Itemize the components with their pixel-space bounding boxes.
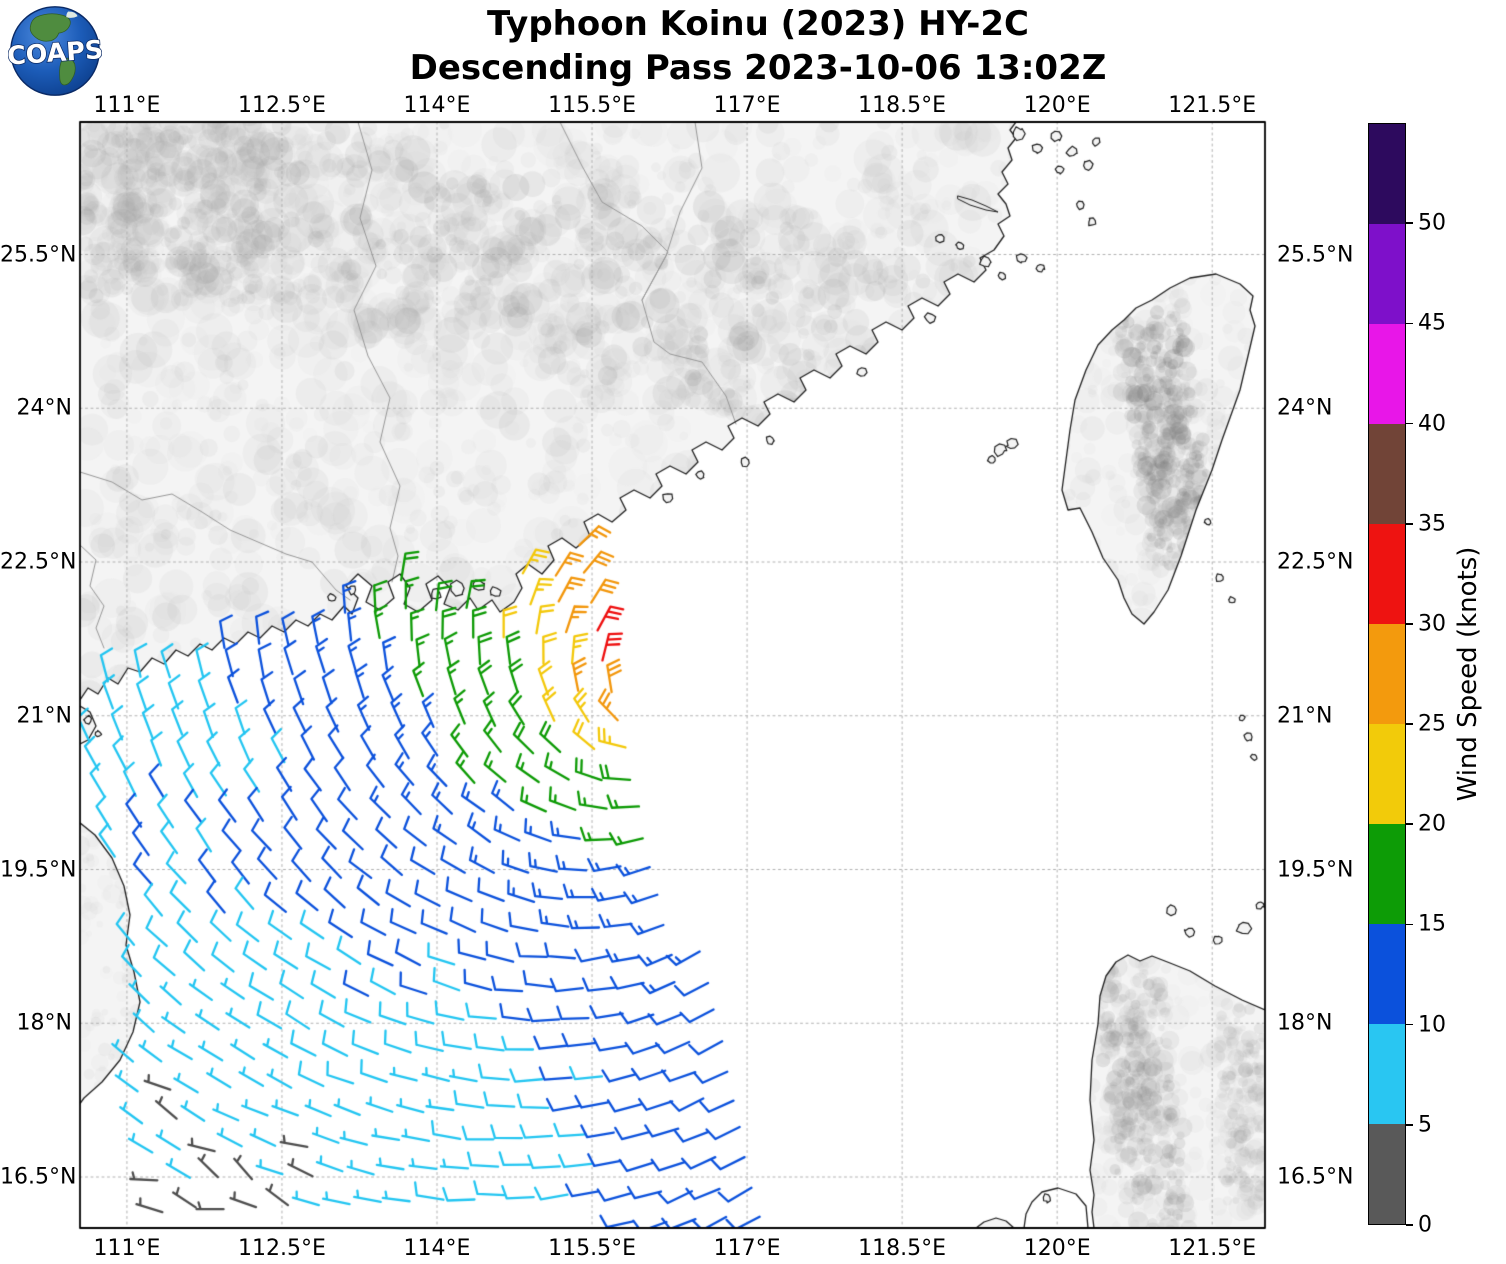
continent-north-america — [29, 13, 71, 42]
colorbar-segment — [1369, 224, 1405, 324]
page-subtitle: Descending Pass 2023-10-06 13:02Z — [409, 48, 1107, 88]
lon-tick-bottom: 120°E — [1023, 1236, 1091, 1261]
continent-greenland — [66, 11, 78, 18]
colorbar-tick — [1406, 322, 1413, 325]
lat-tick-left: 22.5°N — [0, 549, 77, 575]
colorbar-segment — [1369, 824, 1405, 924]
lon-tick-top: 115.5°E — [548, 93, 636, 118]
lon-tick-top: 111°E — [93, 93, 161, 118]
colorbar-tick-label: 35 — [1418, 511, 1446, 537]
colorbar-tick-label: 25 — [1418, 711, 1446, 737]
lat-tick-left: 24°N — [16, 395, 72, 421]
page-title: Typhoon Koinu (2023) HY-2C — [487, 4, 1029, 44]
lon-tick-bottom: 112.5°E — [238, 1236, 326, 1261]
lon-tick-bottom: 114°E — [403, 1236, 471, 1261]
lat-tick-right: 19.5°N — [1277, 857, 1354, 882]
colorbar-tick — [1406, 1124, 1413, 1126]
colorbar-tick — [1406, 1023, 1413, 1026]
colorbar-tick — [1406, 723, 1413, 725]
lat-tick-left: 19.5°N — [0, 857, 77, 882]
colorbar-tick — [1406, 522, 1413, 525]
lon-tick-bottom: 117°E — [713, 1236, 781, 1261]
lon-tick-bottom: 121.5°E — [1168, 1236, 1257, 1261]
colorbar-segment — [1369, 624, 1405, 724]
lat-tick-right: 16.5°N — [1277, 1164, 1354, 1190]
colorbar-segment — [1369, 124, 1405, 224]
colorbar — [1368, 123, 1406, 1225]
colorbar-tick-label: 0 — [1418, 1212, 1432, 1238]
colorbar-segment — [1369, 324, 1405, 424]
lon-tick-bottom: 111°E — [93, 1236, 161, 1261]
lon-tick-top: 112.5°E — [238, 93, 326, 118]
colorbar-tick-label: 20 — [1418, 811, 1446, 837]
colorbar-tick — [1406, 222, 1413, 224]
colorbar-tick — [1406, 923, 1413, 926]
lon-tick-top: 117°E — [713, 93, 781, 118]
colorbar-tick-label: 5 — [1418, 1112, 1432, 1138]
colorbar-segment — [1369, 524, 1405, 624]
colorbar-tick-label: 45 — [1418, 310, 1446, 336]
lon-tick-top: 120°E — [1023, 93, 1091, 118]
colorbar-tick — [1406, 823, 1413, 826]
lon-tick-bottom: 118.5°E — [858, 1236, 947, 1261]
coaps-logo: COAPS — [8, 6, 102, 96]
lat-tick-right: 21°N — [1277, 703, 1333, 729]
colorbar-tick-label: 40 — [1418, 411, 1446, 437]
colorbar-segment — [1369, 924, 1405, 1024]
colorbar-tick — [1406, 623, 1413, 625]
lat-tick-left: 21°N — [16, 703, 72, 729]
colorbar-segment — [1369, 1024, 1405, 1124]
colorbar-segment — [1369, 1124, 1405, 1224]
lon-tick-top: 121.5°E — [1168, 93, 1257, 118]
lat-tick-left: 25.5°N — [0, 242, 77, 267]
lat-tick-right: 18°N — [1277, 1010, 1333, 1036]
logo-text: COAPS — [8, 34, 102, 71]
colorbar-segment — [1369, 424, 1405, 524]
colorbar-tick — [1406, 422, 1413, 425]
lat-tick-right: 22.5°N — [1277, 549, 1354, 575]
lat-tick-right: 25.5°N — [1277, 242, 1354, 267]
lat-tick-right: 24°N — [1277, 395, 1333, 421]
colorbar-title: Wind Speed (knots) — [1453, 546, 1483, 802]
lat-tick-left: 18°N — [16, 1010, 72, 1036]
continent-south-america — [59, 57, 76, 86]
colorbar-tick-label: 50 — [1418, 210, 1446, 236]
lon-tick-top: 118.5°E — [858, 93, 947, 118]
lon-tick-bottom: 115.5°E — [548, 1236, 636, 1261]
colorbar-tick — [1406, 1224, 1413, 1226]
colorbar-tick-label: 30 — [1418, 611, 1446, 637]
lon-tick-top: 114°E — [403, 93, 471, 118]
colorbar-tick-label: 15 — [1418, 911, 1446, 937]
colorbar-segment — [1369, 724, 1405, 824]
lat-tick-left: 16.5°N — [0, 1164, 77, 1190]
colorbar-tick-label: 10 — [1418, 1012, 1446, 1038]
